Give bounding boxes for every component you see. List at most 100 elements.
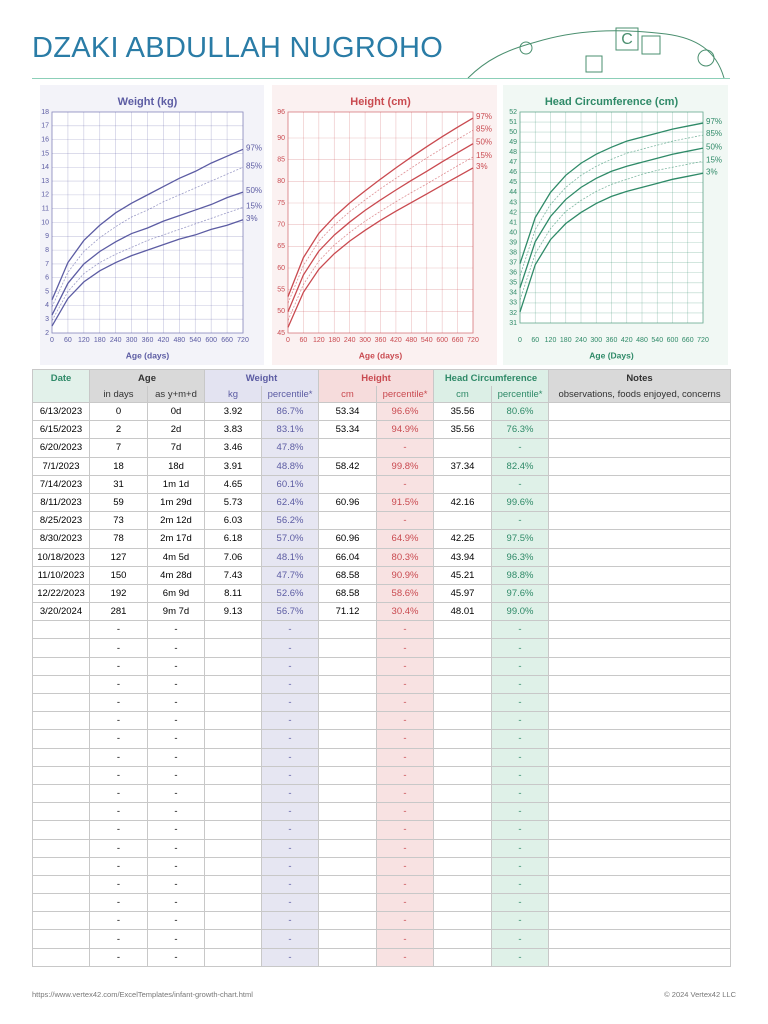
table-cell: 9.13 [204,602,263,622]
table-cell: - [261,838,320,858]
y-tick-label: 12 [41,192,49,199]
table-cell: 59 [89,492,148,513]
x-tick-label: 540 [421,337,433,344]
table-row: ----- [32,929,732,949]
y-tick-label: 3 [45,316,49,323]
y-tick-label: 41 [509,219,517,226]
y-tick-label: 45 [509,179,517,186]
table-cell [318,711,378,731]
table-cell [32,765,90,785]
table-cell: 11/10/2023 [32,565,90,585]
table-cell [204,747,263,767]
table-cell: - [261,911,320,931]
table-cell: 58.42 [318,456,378,476]
y-tick-label: 47 [509,159,517,166]
table-cell: 7.43 [204,565,263,585]
y-tick-label: 16 [41,136,49,143]
table-cell: 98.8% [491,565,550,585]
plot-area [51,111,244,334]
table-cell: 7/14/2023 [32,474,90,494]
y-tick-label: 80 [277,178,285,185]
table-cell [433,474,493,494]
table-row: 8/11/2023 59 1m 29d 5.73 62.4% 60.96 91.5% 42.1… [32,492,732,513]
series-label: 15% [246,201,262,210]
table-cell: - [491,638,550,658]
table-cell [32,893,90,913]
table-cell [433,729,493,749]
y-tick-label: 7 [45,261,49,268]
y-tick-label: 11 [42,206,49,213]
series-label: 3% [246,214,258,223]
sub-header: cm [318,386,378,403]
table-row: 3/20/2024 281 9m 7d 9.13 56.7% 71.12 30.4% 48.0… [32,602,732,622]
table-row: 6/15/2023 2 2d 3.83 83.1% 53.34 94.9% 35.56 76.3… [32,420,732,440]
series-label: 15% [706,155,722,164]
table-row: ----- [32,692,732,713]
table-cell [318,783,378,804]
table-cell: 3/20/2024 [32,602,90,622]
table-cell: 2d [146,420,206,440]
table-cell: - [376,802,435,822]
table-cell [204,838,263,858]
table-cell: 6/13/2023 [32,401,90,422]
table-cell: - [376,820,435,840]
table-cell [32,947,90,967]
table-cell: - [261,674,320,695]
table-cell: - [376,929,435,949]
table-cell: 68.58 [318,583,378,604]
table-cell [433,620,493,640]
x-tick-label: 240 [344,337,356,344]
table-cell: - [146,856,206,876]
table-cell: 52.6% [261,583,320,604]
table-row: ----- [32,765,732,785]
percentile-curve [519,160,704,301]
table-cell: - [261,638,320,658]
series-label: 50% [476,138,492,147]
table-cell: - [89,820,148,840]
table-cell: 99.0% [491,602,550,622]
table-cell [204,729,263,749]
table-cell: - [376,874,435,895]
table-cell: 80.3% [376,547,435,567]
table-cell [204,638,263,658]
percentile-curve [51,148,244,301]
table-cell [318,893,378,913]
table-row: 10/18/2023 127 4m 5d 7.06 48.1% 66.04 80.3% 43.… [32,547,732,567]
y-tick-label: 9 [45,233,49,240]
illustration: C [467,27,725,79]
table-cell: - [376,638,435,658]
table-row: ----- [32,638,732,658]
x-tick-label: 120 [78,337,90,344]
table-cell: 48.01 [433,602,493,622]
table-cell: - [491,674,550,695]
table-cell [318,656,378,676]
y-tick-label: 33 [509,300,517,307]
table-cell: - [261,856,320,876]
group-header: Date [32,369,90,403]
table-cell: - [261,874,320,895]
table-cell: 2 [89,420,148,440]
table-cell: - [89,874,148,895]
y-tick-label: 50 [509,129,517,136]
y-tick-label: 60 [277,265,285,272]
table-row: ----- [32,711,732,731]
table-cell: - [491,747,550,767]
table-cell [548,674,732,695]
table-cell: - [491,929,550,949]
x-tick-label: 300 [359,337,371,344]
y-tick-label: 96 [277,109,285,116]
series-label: 97% [706,117,722,126]
table-cell: - [146,729,206,749]
table-cell: 94.9% [376,420,435,440]
table-cell: 35.56 [433,401,493,422]
table-cell: - [146,620,206,640]
table-cell: - [146,711,206,731]
table-row: 6/20/2023 7 7d 3.46 47.8% - - [32,438,732,458]
x-tick-label: 540 [651,337,663,344]
table-cell [433,947,493,967]
table-cell: 3.92 [204,401,263,422]
series-label: 15% [476,151,492,160]
x-tick-label: 480 [405,337,417,344]
percentile-curve [287,156,474,321]
series-label: 85% [706,129,722,138]
